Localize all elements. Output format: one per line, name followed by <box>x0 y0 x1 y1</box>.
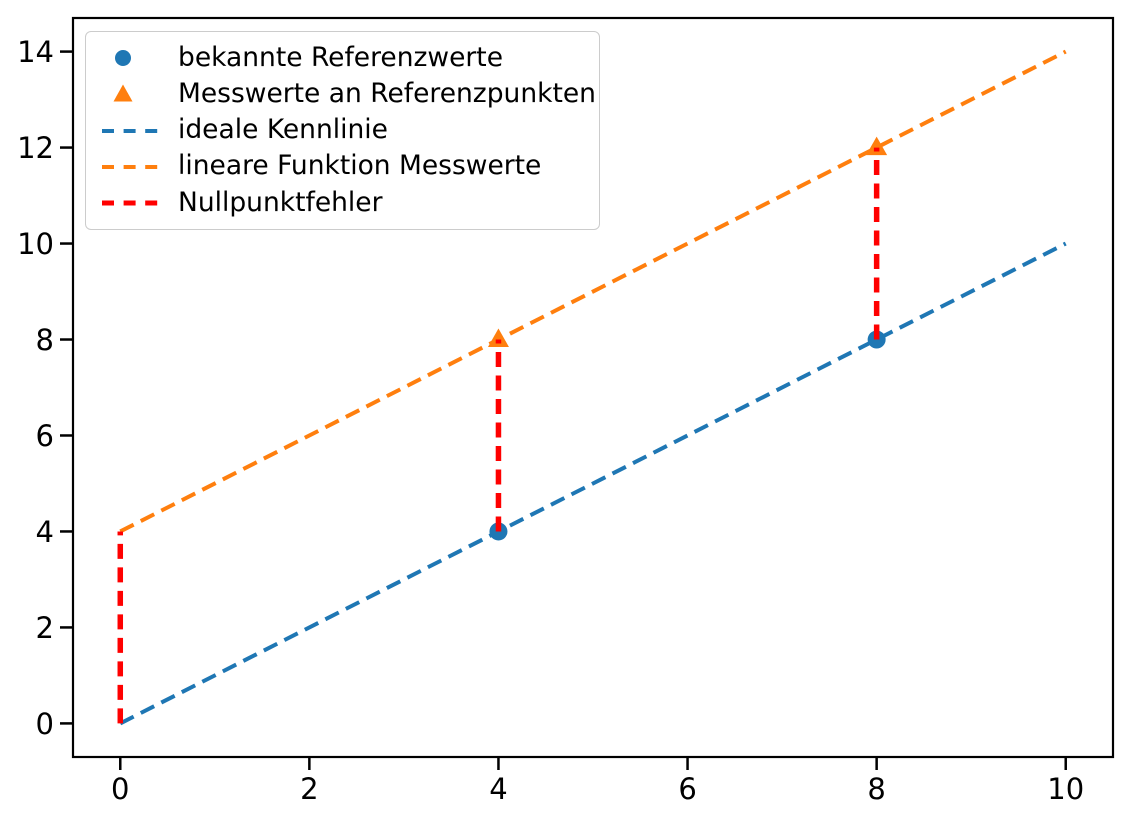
x-tick-label: 4 <box>489 772 507 806</box>
series-dashed-line <box>119 49 1067 534</box>
triangle-marker <box>866 136 888 156</box>
legend-item: lineare Funktion Messwerte <box>94 149 599 185</box>
y-tick-label: 6 <box>36 419 54 453</box>
legend-circle-marker-icon <box>115 50 131 67</box>
legend-item: Messwerte an Referenzpunkten <box>94 76 599 112</box>
series-dashed-line <box>119 241 1067 726</box>
legend-label: ideale Kennlinie <box>178 114 388 146</box>
y-tick-label: 10 <box>17 227 54 261</box>
y-tick-label: 2 <box>36 611 54 645</box>
legend-label: lineare Funktion Messwerte <box>178 150 542 182</box>
y-tick-label: 8 <box>36 323 54 357</box>
triangle-marker <box>113 84 133 102</box>
legend-dashed-line-sample <box>102 200 158 206</box>
x-tick-label: 2 <box>300 772 318 806</box>
legend-label: bekannte Referenzwerte <box>178 41 504 73</box>
y-tick-label: 14 <box>17 35 54 69</box>
x-tick-label: 0 <box>111 772 129 806</box>
axes-border <box>71 16 1115 759</box>
legend: bekannte Referenzwerte Messwerte an Refer… <box>85 31 600 230</box>
x-tick-label: 6 <box>678 772 696 806</box>
circle-marker <box>115 50 131 67</box>
x-tick-label: 10 <box>1047 772 1084 806</box>
legend-triangle-marker-icon <box>113 84 133 102</box>
y-tick-label: 0 <box>36 707 54 741</box>
triangle-marker <box>487 328 509 348</box>
legend-item: Nullpunktfehler <box>94 185 599 221</box>
legend-item: bekannte Referenzwerte <box>94 40 599 76</box>
x-tick-label: 8 <box>867 772 885 806</box>
legend-label: Nullpunktfehler <box>178 186 383 218</box>
y-tick-label: 4 <box>36 515 54 549</box>
legend-item: ideale Kennlinie <box>94 112 599 148</box>
y-tick-label: 12 <box>17 131 54 165</box>
legend-dashed-line-sample <box>102 164 158 169</box>
legend-dashed-line-sample <box>102 128 158 133</box>
legend-label: Messwerte an Referenzpunkten <box>178 78 596 110</box>
